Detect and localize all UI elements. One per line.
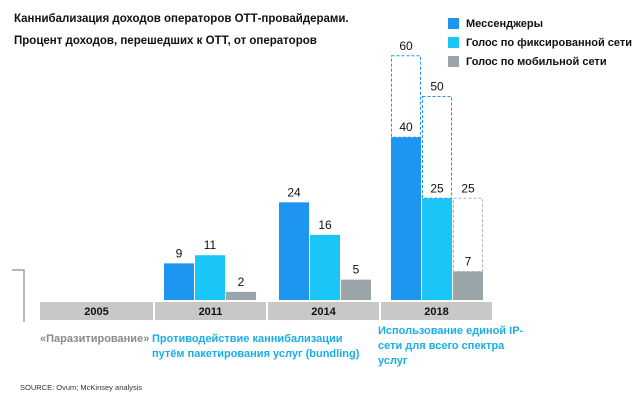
phase-label-ip-network: Использование единой IP-сети для всего с… bbox=[378, 325, 524, 367]
data-label-fixed-2011: 11 bbox=[204, 238, 217, 252]
bar-messengers-2018 bbox=[391, 137, 421, 300]
chart-subtitle: Процент доходов, перешедших к ОТТ, от оп… bbox=[14, 35, 317, 47]
bar-fixed-2011 bbox=[195, 255, 225, 300]
category-band-2014 bbox=[268, 302, 379, 320]
data-label-fixed-2014: 16 bbox=[318, 218, 332, 232]
bar-fixed-2014 bbox=[310, 234, 340, 300]
category-band-2005 bbox=[40, 302, 153, 320]
bar-fixed-2018 bbox=[422, 198, 452, 300]
bar-messengers-2014 bbox=[279, 202, 309, 300]
chart-title: Каннибализация доходов операторов ОТТ-пр… bbox=[14, 13, 349, 25]
bar-mobile-2018 bbox=[453, 271, 483, 300]
forecast-outline-messengers-2018 bbox=[391, 55, 421, 138]
category-band-2018 bbox=[381, 302, 492, 320]
x-tick-label-2005: 2005 bbox=[84, 306, 108, 318]
legend-item-messengers: Мессенджеры bbox=[448, 14, 632, 33]
legend: Мессенджеры Голос по фиксированной сети … bbox=[448, 14, 632, 71]
forecast-outline-fixed-2018 bbox=[422, 96, 452, 199]
legend-label-fixed: Голос по фиксированной сети bbox=[466, 36, 633, 49]
phase-label-bundling: Противодействие каннибализации путём пак… bbox=[152, 333, 360, 360]
forecast-label-mobile-2018: 25 bbox=[461, 181, 475, 195]
data-label-messengers-2011: 9 bbox=[176, 246, 183, 260]
data-label-messengers-2018: 40 bbox=[399, 120, 413, 134]
x-tick-label-2011: 2011 bbox=[199, 306, 223, 318]
x-tick-label-2014: 2014 bbox=[311, 306, 336, 318]
legend-item-mobile: Голос по мобильной сети bbox=[448, 52, 632, 71]
forecast-label-messengers-2018: 60 bbox=[399, 39, 413, 53]
legend-item-fixed: Голос по фиксированной сети bbox=[448, 33, 632, 52]
legend-swatch-fixed bbox=[448, 37, 459, 48]
legend-label-mobile: Голос по мобильной сети bbox=[466, 55, 607, 68]
forecast-label-fixed-2018: 50 bbox=[430, 80, 444, 94]
x-tick-label-2018: 2018 bbox=[424, 306, 448, 318]
bar-messengers-2011 bbox=[164, 263, 194, 300]
data-label-fixed-2018: 25 bbox=[430, 181, 444, 195]
bar-mobile-2011 bbox=[226, 291, 256, 300]
source-note: SOURCE: Ovum; McKinsey analysis bbox=[20, 383, 143, 392]
category-band-2011 bbox=[155, 302, 266, 320]
forecast-outline-mobile-2018 bbox=[453, 197, 483, 273]
data-label-mobile-2011: 2 bbox=[238, 275, 245, 289]
legend-swatch-mobile bbox=[448, 56, 459, 67]
legend-swatch-messengers bbox=[448, 18, 459, 29]
legend-label-messengers: Мессенджеры bbox=[466, 17, 543, 30]
bar-mobile-2014 bbox=[341, 279, 371, 300]
data-label-messengers-2014: 24 bbox=[287, 185, 301, 199]
phase-label-parasitism: «Паразитирование» bbox=[40, 333, 150, 345]
data-label-mobile-2018: 7 bbox=[465, 255, 472, 269]
data-label-mobile-2014: 5 bbox=[353, 263, 360, 277]
axis-bracket bbox=[12, 269, 25, 322]
